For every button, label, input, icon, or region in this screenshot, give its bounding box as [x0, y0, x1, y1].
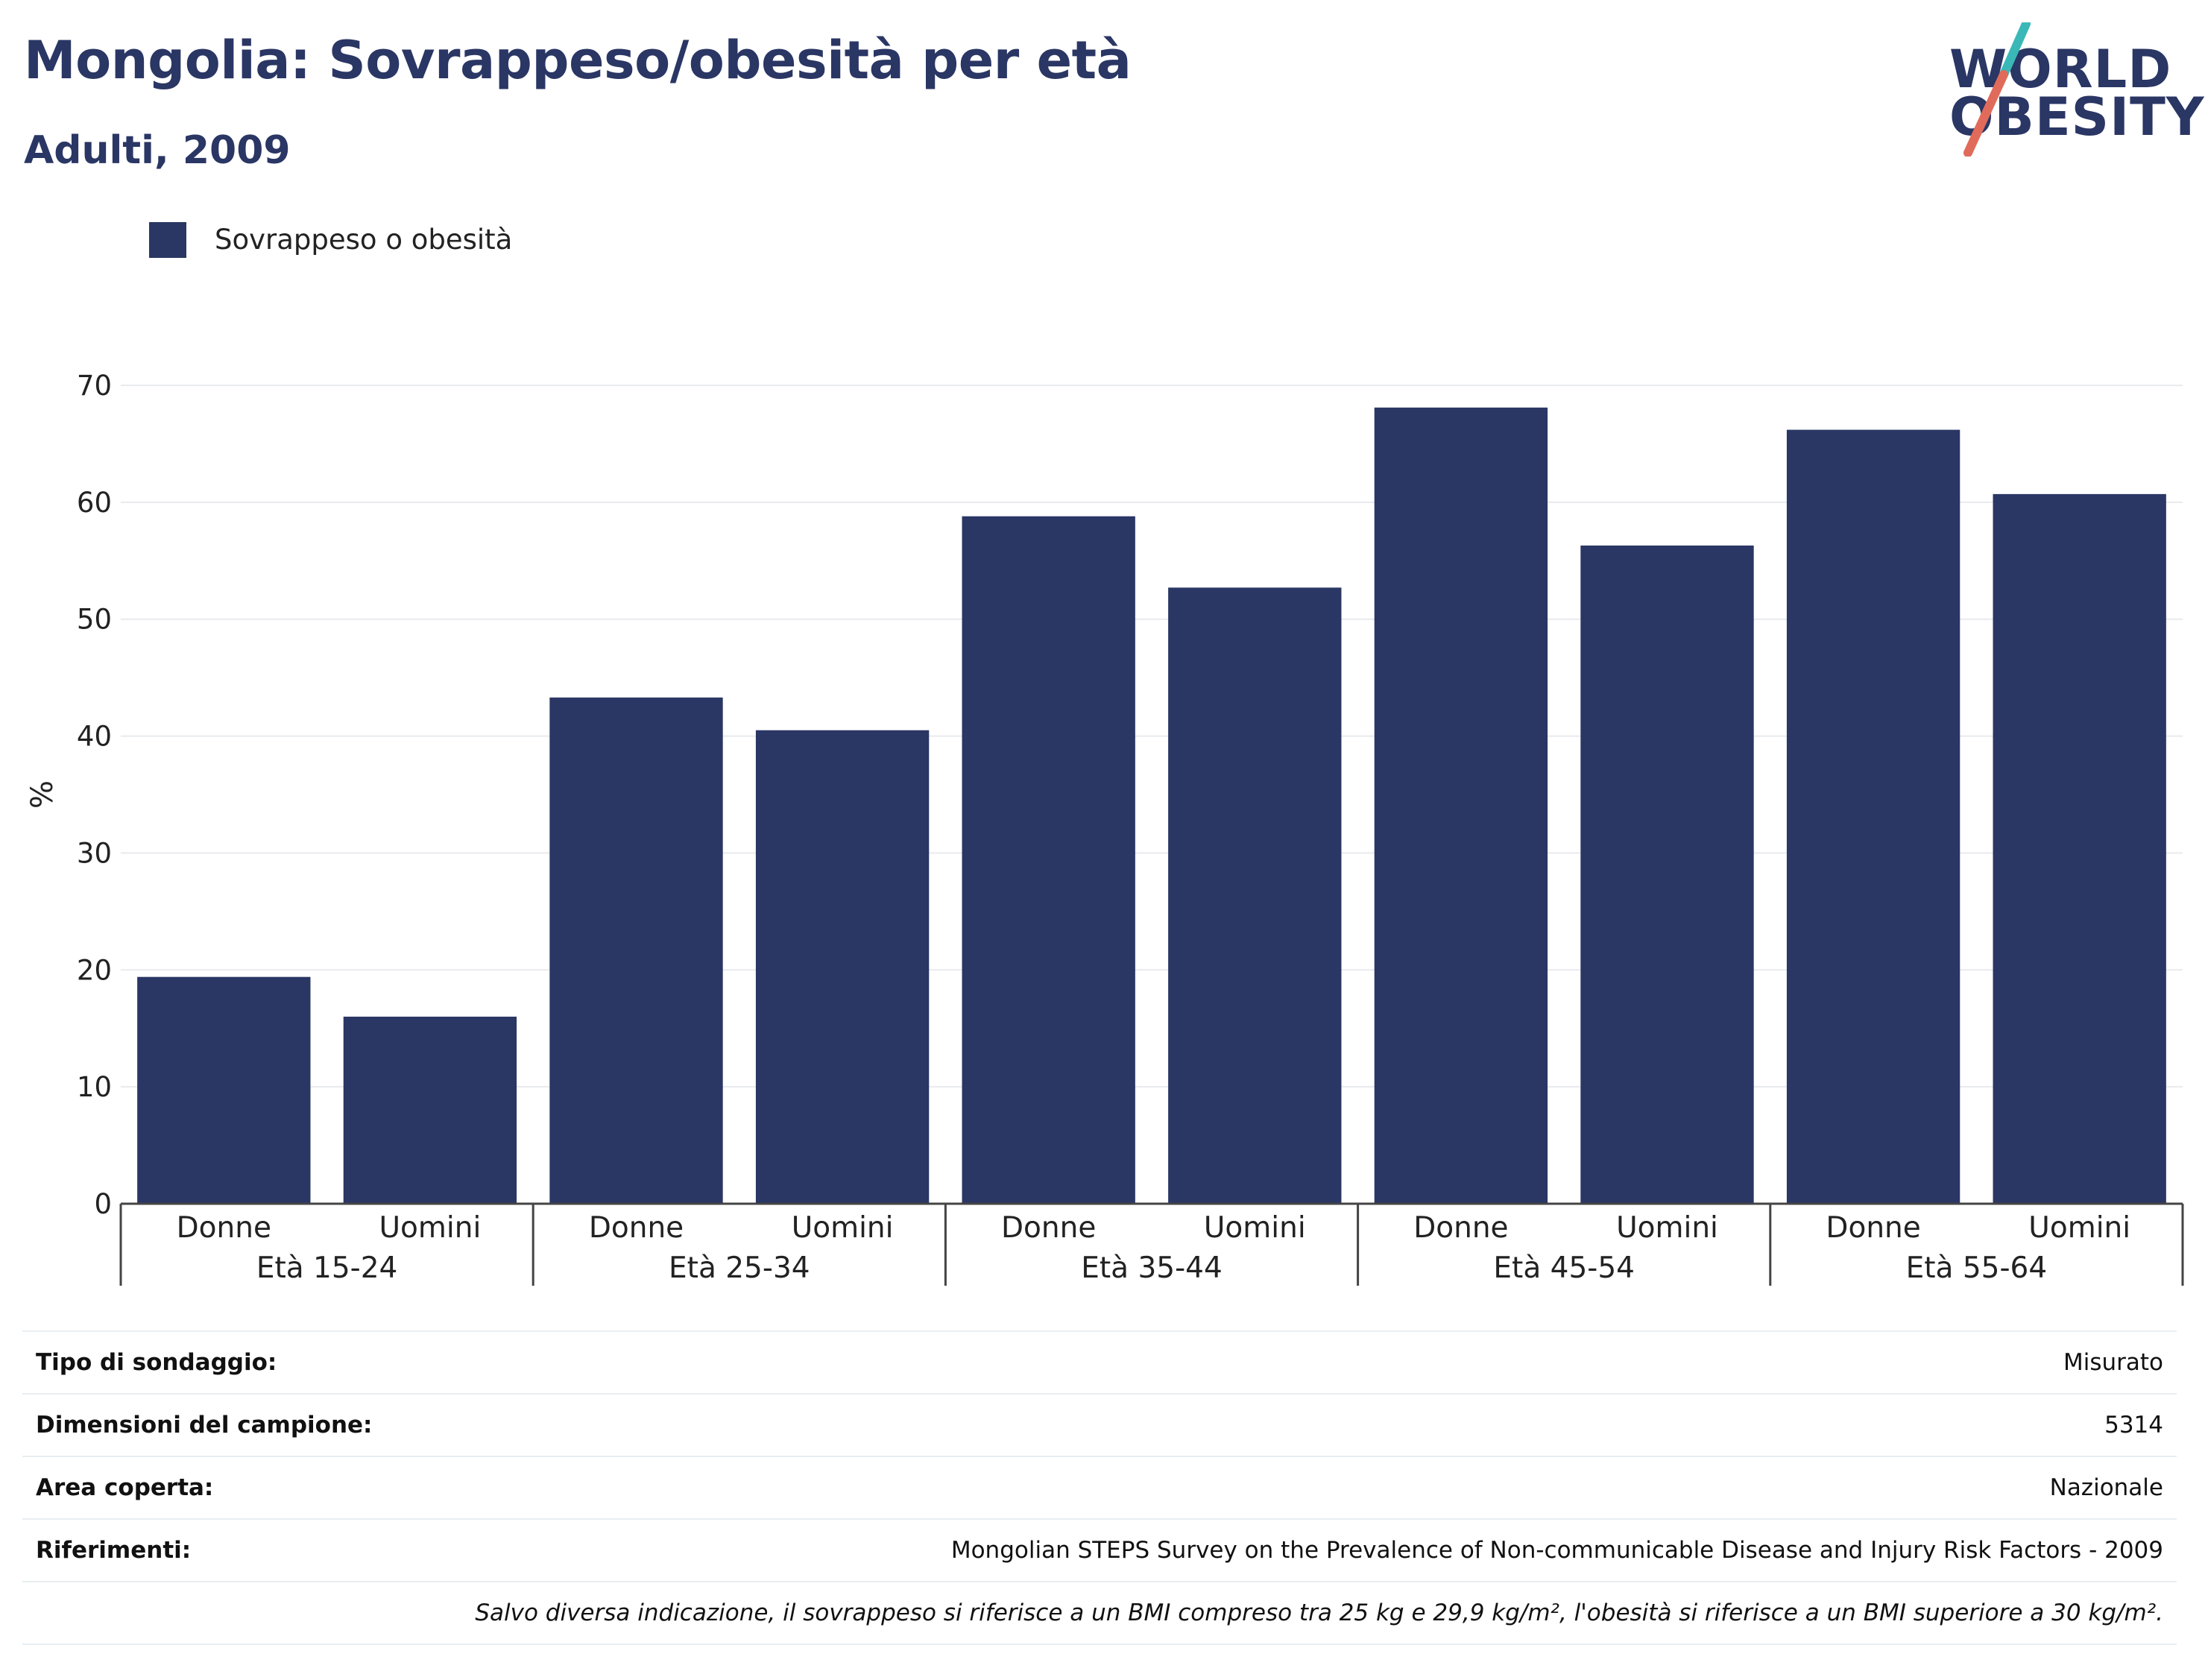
bar — [1580, 545, 1754, 1204]
bar — [1993, 493, 2166, 1204]
x-subcategory-label: Donne — [1001, 1211, 1096, 1245]
info-key: Riferimenti: — [22, 1518, 511, 1582]
info-key: Tipo di sondaggio: — [22, 1330, 511, 1394]
x-subcategory-label: Uomini — [1204, 1211, 1306, 1245]
x-subcategory-label: Donne — [1826, 1211, 1920, 1245]
info-table: Tipo di sondaggio: Misurato Dimensioni del… — [22, 1330, 2177, 1645]
logo-text-world: WORLD — [1949, 39, 2172, 100]
info-key: Dimensioni del campione: — [22, 1393, 511, 1456]
info-value: Mongolian STEPS Survey on the Prevalence… — [511, 1518, 2177, 1582]
world-obesity-logo: WORLD OBESITY — [1938, 22, 2204, 157]
bar — [755, 730, 930, 1204]
bar-chart: 0 10 20 30 40 50 60 70% Donne Uomini Età 15-24 Donn… — [25, 370, 2184, 1286]
bar — [549, 697, 723, 1204]
info-note-row: Salvo diversa indicazione, il sovrappeso… — [22, 1581, 2177, 1645]
y-tick-label: 70 — [77, 370, 112, 402]
x-subcategory-label: Uomini — [1616, 1211, 1718, 1245]
x-subcategory-label: Donne — [589, 1211, 684, 1245]
bar — [1168, 587, 1342, 1204]
bar — [1786, 429, 1960, 1204]
chart-title: Mongolia: Sovrappeso/obesità per età — [24, 30, 1132, 91]
x-group-label: Età 35-44 — [1081, 1251, 1223, 1285]
info-row: Riferimenti: Mongolian STEPS Survey on th… — [22, 1518, 2177, 1582]
x-subcategory-label: Donne — [177, 1211, 271, 1245]
bar — [343, 1017, 517, 1204]
y-tick-label: 60 — [77, 487, 112, 519]
y-axis-label: % — [25, 780, 60, 809]
chart-subtitle: Adulti, 2009 — [24, 128, 291, 173]
legend-label: Sovrappeso o obesità — [215, 224, 513, 256]
x-group-label: Età 15-24 — [256, 1251, 398, 1285]
x-subcategory-label: Uomini — [379, 1211, 482, 1245]
x-subcategory-label: Uomini — [2028, 1211, 2130, 1245]
y-tick-label: 20 — [77, 954, 112, 986]
bar — [137, 976, 311, 1204]
info-value: 5314 — [511, 1393, 2177, 1456]
info-value: Misurato — [511, 1330, 2177, 1394]
definition-note: Salvo diversa indicazione, il sovrappeso… — [22, 1581, 2177, 1645]
x-group-label: Età 45-54 — [1493, 1251, 1635, 1285]
bar — [1374, 407, 1548, 1204]
info-row: Dimensioni del campione: 5314 — [22, 1393, 2177, 1456]
bar — [962, 516, 1135, 1204]
info-key: Area coperta: — [22, 1456, 511, 1519]
y-tick-label: 0 — [94, 1188, 112, 1220]
y-tick-label: 50 — [77, 604, 112, 636]
legend-swatch — [149, 222, 186, 258]
info-row: Tipo di sondaggio: Misurato — [22, 1330, 2177, 1394]
x-group-label: Età 25-34 — [669, 1251, 810, 1285]
x-subcategory-label: Uomini — [792, 1211, 894, 1245]
x-group-label: Età 55-64 — [1906, 1251, 2048, 1285]
y-tick-label: 40 — [77, 721, 112, 753]
info-value: Nazionale — [511, 1456, 2177, 1519]
y-tick-label: 10 — [77, 1071, 112, 1103]
x-subcategory-label: Donne — [1413, 1211, 1508, 1245]
y-tick-label: 30 — [77, 837, 112, 869]
info-row: Area coperta: Nazionale — [22, 1456, 2177, 1519]
logo-slash-icon — [1963, 22, 2031, 157]
